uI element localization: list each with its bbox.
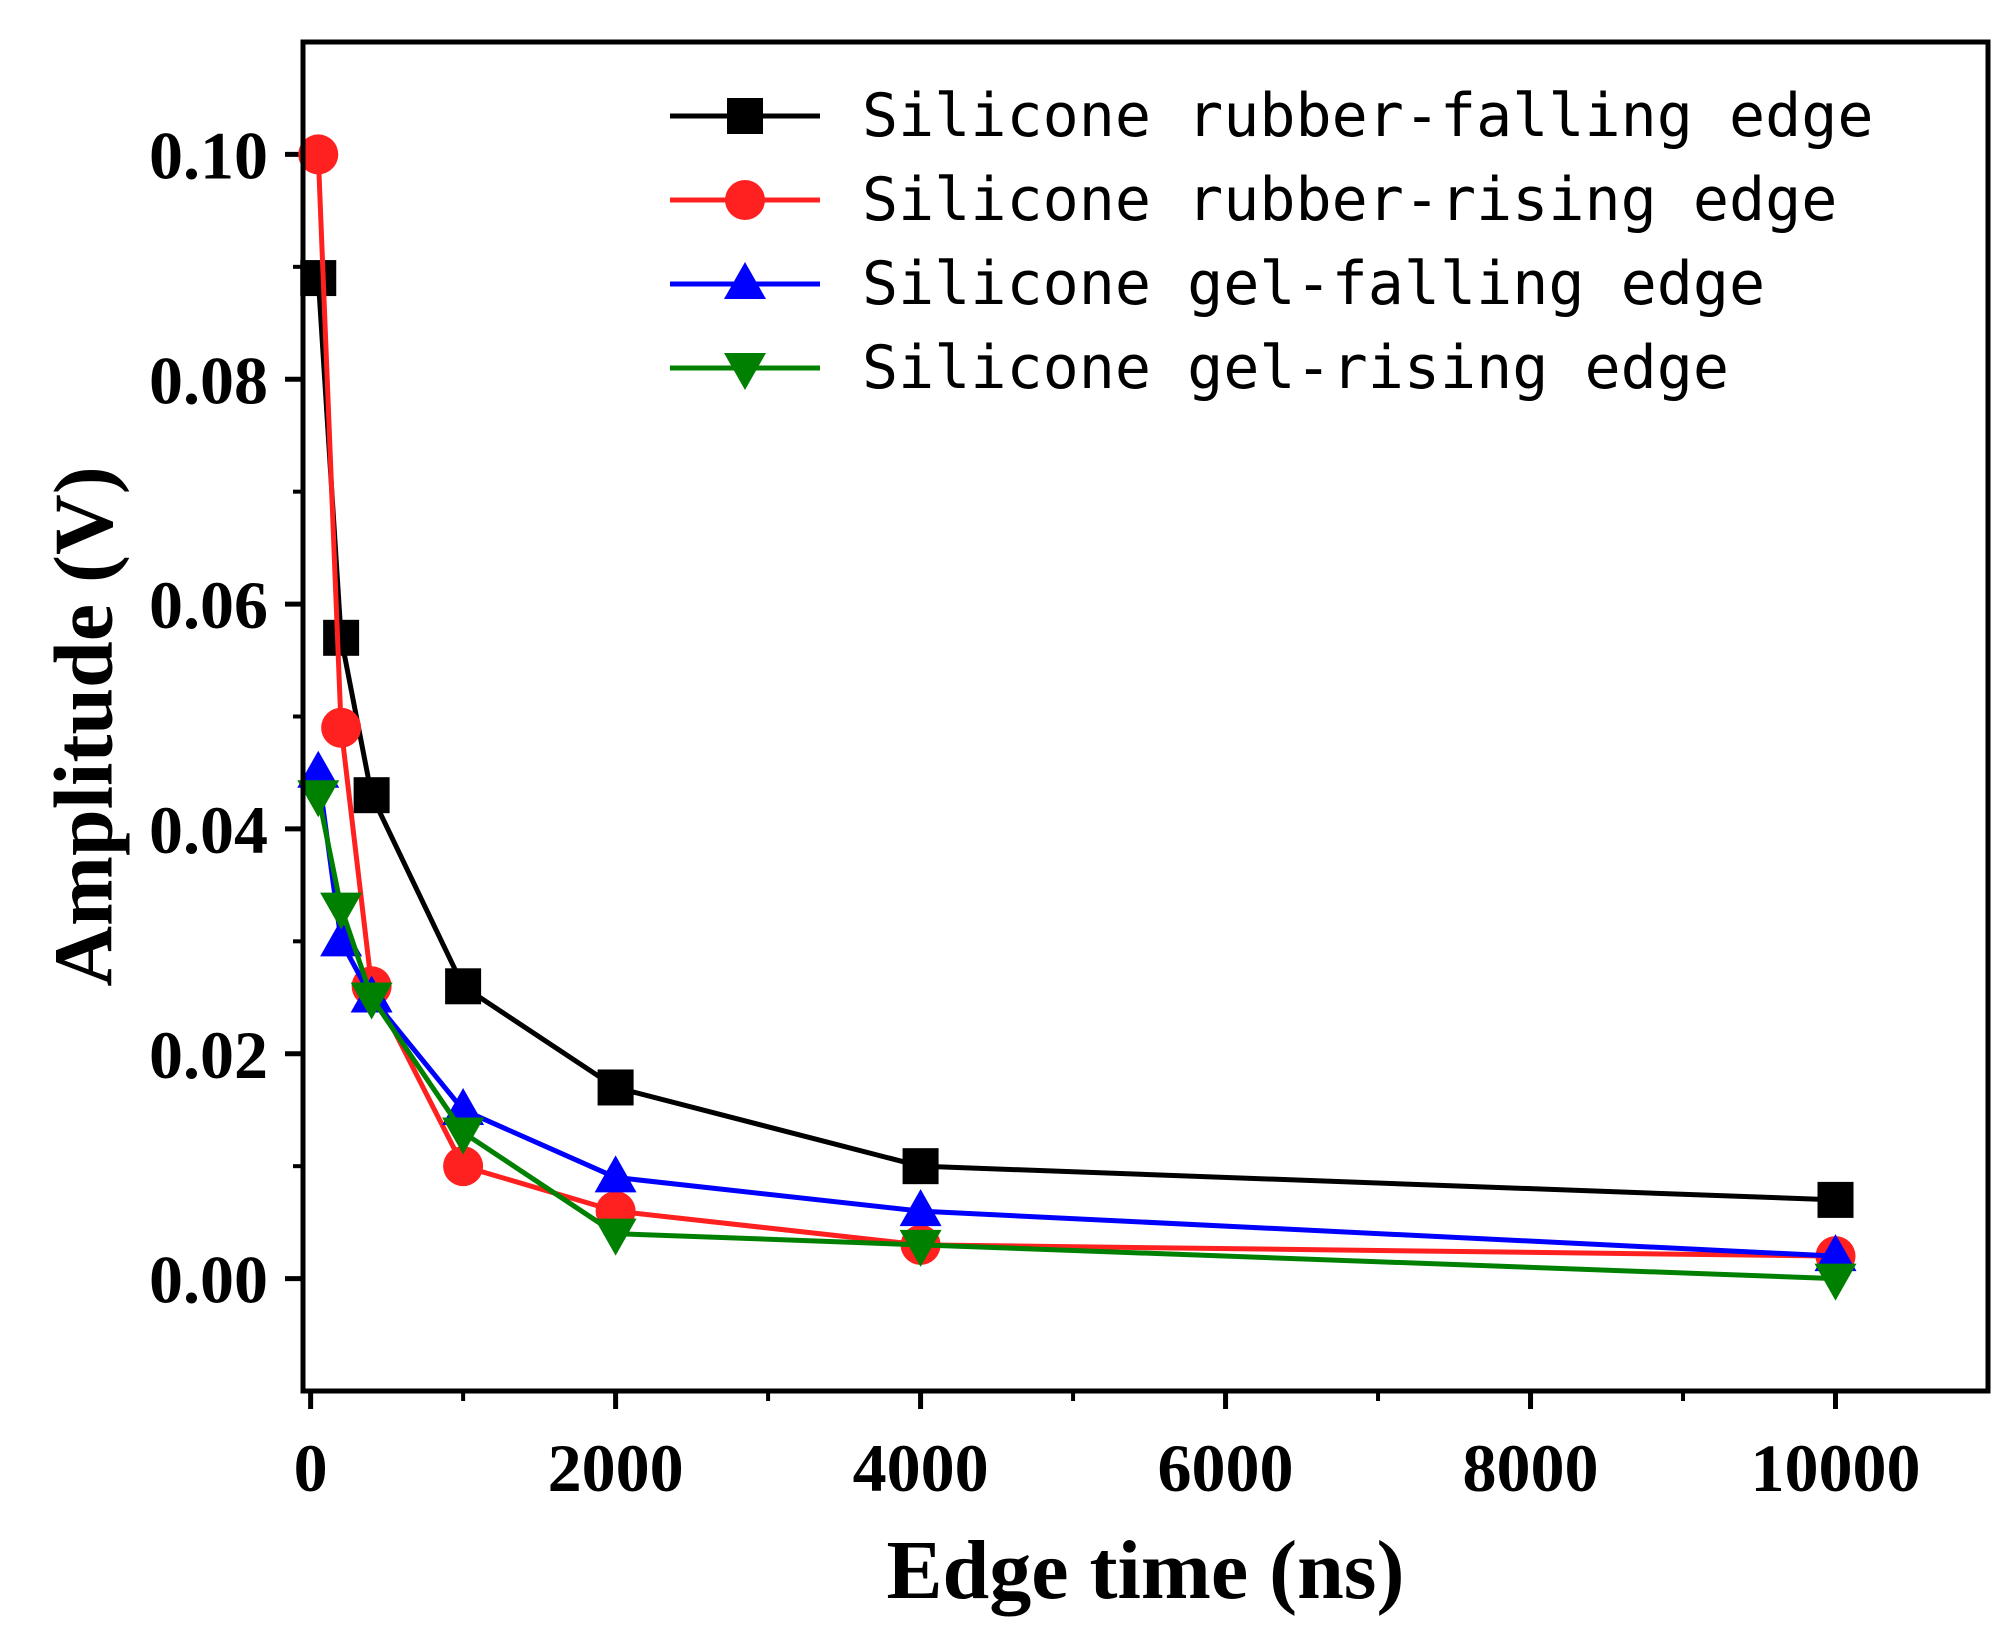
series-1	[300, 260, 1854, 1218]
y-tick-label: 0.00	[149, 1242, 268, 1318]
x-tick-label: 0	[294, 1430, 328, 1506]
data-point	[442, 1117, 485, 1155]
data-point	[298, 134, 339, 175]
legend-marker	[725, 180, 765, 220]
x-tick-label: 8000	[1463, 1430, 1599, 1506]
data-point	[350, 982, 393, 1020]
data-point	[594, 1155, 637, 1193]
y-axis-title: Amplitude (V)	[37, 466, 130, 986]
series-line	[315, 154, 1836, 1259]
y-tick-label: 0.06	[149, 567, 268, 643]
data-point	[323, 619, 360, 656]
data-point	[320, 892, 363, 930]
data-point	[445, 968, 482, 1005]
x-tick-label: 4000	[853, 1430, 989, 1506]
legend-label: Silicone gel-falling edge	[862, 249, 1765, 319]
plot-frame	[300, 39, 1991, 1394]
data-point	[320, 919, 363, 957]
data-point	[1817, 1181, 1854, 1218]
y-tick-label: 0.10	[149, 117, 268, 193]
data-point	[443, 1146, 484, 1187]
legend-label: Silicone rubber-rising edge	[862, 165, 1837, 235]
legend-marker	[724, 353, 766, 390]
x-tick-label: 6000	[1158, 1430, 1294, 1506]
legend-marker	[724, 262, 766, 299]
data-point	[902, 1148, 939, 1185]
data-point	[594, 1218, 637, 1256]
data-point	[1814, 1263, 1857, 1301]
series-line	[315, 277, 1836, 1203]
legend-entry: Silicone gel-falling edge	[670, 249, 1765, 319]
data-point	[297, 750, 340, 788]
axis-tick-labels: 0 2000 4000 6000 8000 10000 0.00 0.02 0.04 0.06 0.…	[149, 117, 1921, 1506]
legend-entry: Silicone rubber-falling edge	[670, 81, 1873, 151]
data-point	[899, 1229, 942, 1267]
legend: Silicone rubber-falling edge Silicone rub…	[670, 81, 1873, 403]
legend-entry: Silicone gel-rising edge	[670, 333, 1729, 403]
series-line	[315, 794, 1836, 1282]
data-point	[297, 780, 340, 818]
y-tick-label: 0.08	[149, 342, 268, 418]
data-point	[597, 1069, 634, 1106]
legend-entry: Silicone rubber-rising edge	[670, 165, 1837, 235]
data-point	[300, 260, 337, 297]
x-axis-title: Edge time (ns)	[887, 1524, 1405, 1617]
data-point	[321, 707, 362, 748]
legend-label: Silicone rubber-falling edge	[862, 81, 1873, 151]
data-point	[1814, 1234, 1857, 1272]
x-tick-label: 10000	[1751, 1430, 1921, 1506]
legend-marker	[727, 98, 763, 134]
x-tick-label: 2000	[548, 1430, 684, 1506]
data-point	[899, 1189, 942, 1227]
series-layer	[297, 134, 1857, 1301]
y-tick-label: 0.04	[149, 792, 268, 868]
y-tick-label: 0.02	[149, 1017, 268, 1093]
legend-label: Silicone gel-rising edge	[862, 333, 1729, 403]
series-line	[315, 772, 1836, 1259]
series-4	[297, 780, 1857, 1301]
data-point	[353, 777, 390, 814]
